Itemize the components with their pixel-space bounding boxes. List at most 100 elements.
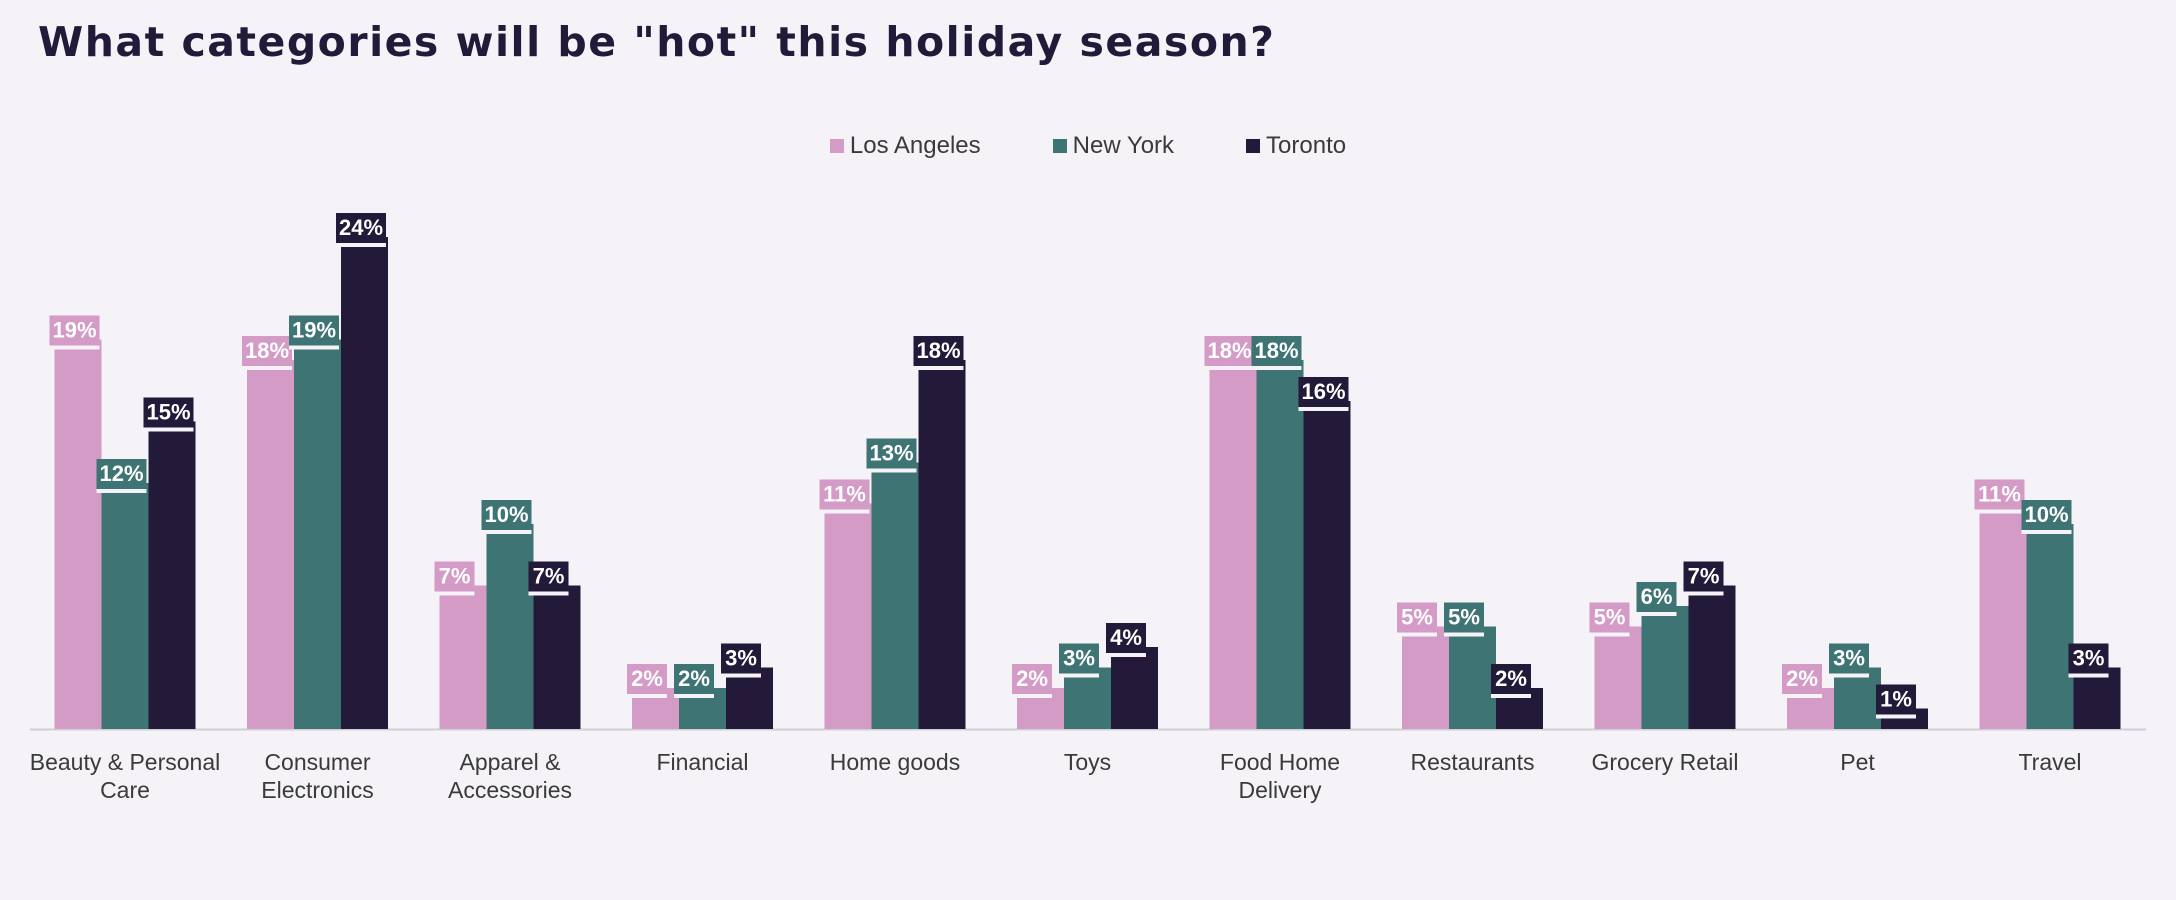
legend-item-new-york: New York <box>1052 132 1175 160</box>
data-label-toronto-toys: 4% <box>1110 625 1142 650</box>
category-label-line-beauty-personal-care-0: Beauty & Personal <box>30 749 221 775</box>
data-label-gap-los-angeles-financial <box>627 694 667 698</box>
data-label-los-angeles-financial: 2% <box>631 666 663 691</box>
data-label-toronto-consumer-electronics: 24% <box>339 215 383 240</box>
legend-label-toronto: Toronto <box>1266 132 1347 159</box>
legend: Los Angeles New York Toronto <box>0 132 2176 160</box>
category-label-pet: Pet <box>1840 749 1875 775</box>
data-label-bg-los-angeles-financial <box>627 664 667 694</box>
legend-item-los-angeles: Los Angeles <box>829 132 981 160</box>
data-label-gap-new-york-toys <box>1059 673 1099 678</box>
data-label-los-angeles-pet: 2% <box>1786 666 1818 691</box>
data-label-los-angeles-grocery-retail: 5% <box>1594 605 1626 630</box>
data-label-new-york-pet: 3% <box>1833 646 1865 671</box>
data-label-bg-new-york-food-home-delivery <box>1251 336 1302 366</box>
data-label-toronto-apparel-accessories: 7% <box>533 564 565 589</box>
data-label-new-york-toys: 3% <box>1063 646 1095 671</box>
data-label-bg-los-angeles-grocery-retail <box>1589 602 1630 633</box>
data-label-gap-toronto-consumer-electronics <box>336 243 386 247</box>
legend-swatch-toronto <box>1246 139 1261 153</box>
data-label-bg-new-york-travel <box>2021 500 2072 530</box>
bar-los-angeles-apparel-accessories <box>439 585 487 729</box>
data-label-new-york-restaurants: 5% <box>1448 605 1480 630</box>
data-label-gap-toronto-grocery-retail <box>1683 591 1724 596</box>
data-label-toronto-financial: 3% <box>725 646 757 671</box>
bar-toronto-grocery-retail <box>1688 585 1736 729</box>
data-label-gap-new-york-restaurants <box>1444 632 1484 637</box>
bar-toronto-financial <box>726 667 773 729</box>
data-label-gap-new-york-beauty-personal-care <box>96 489 147 493</box>
data-label-gap-toronto-home-goods <box>913 366 964 370</box>
data-label-los-angeles-travel: 11% <box>1978 482 2021 507</box>
data-label-bg-toronto-beauty-personal-care <box>143 397 194 428</box>
data-label-bg-toronto-toys <box>1106 623 1146 653</box>
data-label-toronto-beauty-personal-care: 15% <box>146 400 190 425</box>
bar-los-angeles-home-goods <box>824 503 872 729</box>
data-label-bg-new-york-financial <box>674 664 714 694</box>
data-label-toronto-home-goods: 18% <box>916 338 960 363</box>
bar-los-angeles-travel <box>1979 503 2027 729</box>
category-label-food-home-delivery: Food Home Delivery <box>1220 749 1340 803</box>
data-label-los-angeles-beauty-personal-care: 19% <box>52 318 96 343</box>
data-label-bg-toronto-grocery-retail <box>1683 561 1724 592</box>
data-label-bg-toronto-pet <box>1876 684 1916 715</box>
data-label-bg-los-angeles-restaurants <box>1397 602 1437 633</box>
chart-title: What categories will be "hot" this holid… <box>38 18 1276 66</box>
bar-new-york-home-goods <box>871 462 919 729</box>
bar-new-york-grocery-retail <box>1641 606 1689 729</box>
legend-label-new-york: New York <box>1072 132 1175 159</box>
data-label-bg-toronto-restaurants <box>1491 664 1531 694</box>
data-label-toronto-restaurants: 2% <box>1495 666 1527 691</box>
data-label-bg-new-york-grocery-retail <box>1636 582 1677 612</box>
category-label-line-grocery-retail-0: Grocery Retail <box>1592 749 1739 775</box>
category-label-line-apparel-accessories-0: Apparel & <box>459 749 560 775</box>
bar-toronto-home-goods <box>918 360 966 729</box>
data-label-bg-toronto-travel <box>2068 643 2109 674</box>
bar-los-angeles-consumer-electronics <box>247 360 294 729</box>
data-label-bg-los-angeles-travel <box>1974 479 2025 510</box>
data-label-gap-toronto-restaurants <box>1491 694 1531 698</box>
data-label-bg-toronto-food-home-delivery <box>1298 377 1349 407</box>
bar-toronto-beauty-personal-care <box>148 421 196 729</box>
data-label-gap-toronto-toys <box>1106 653 1146 657</box>
category-label-home-goods: Home goods <box>830 749 960 775</box>
category-label-line-consumer-electronics-1: Electronics <box>261 777 373 803</box>
data-label-gap-los-angeles-apparel-accessories <box>434 591 475 596</box>
category-label-line-consumer-electronics-0: Consumer <box>264 749 370 775</box>
data-label-los-angeles-toys: 2% <box>1016 666 1048 691</box>
data-label-bg-new-york-beauty-personal-care <box>96 459 147 489</box>
bar-los-angeles-grocery-retail <box>1594 626 1642 729</box>
bar-new-york-consumer-electronics <box>294 339 341 729</box>
data-label-gap-los-angeles-grocery-retail <box>1589 632 1630 637</box>
category-label-line-home-goods-0: Home goods <box>830 749 960 775</box>
data-label-new-york-grocery-retail: 6% <box>1641 584 1673 609</box>
legend-swatch-new-york <box>1052 139 1067 153</box>
bar-toronto-travel <box>2073 667 2121 729</box>
category-label-travel: Travel <box>2018 749 2081 775</box>
category-label-restaurants: Restaurants <box>1410 749 1534 775</box>
data-label-bg-los-angeles-toys <box>1012 664 1052 694</box>
category-label-financial: Financial <box>656 749 748 775</box>
data-label-bg-new-york-pet <box>1829 643 1869 674</box>
category-label-consumer-electronics: Consumer Electronics <box>261 749 373 803</box>
data-label-new-york-beauty-personal-care: 12% <box>99 461 143 486</box>
category-label-line-toys-0: Toys <box>1064 749 1111 775</box>
category-label-line-travel-0: Travel <box>2018 749 2081 775</box>
data-label-new-york-financial: 2% <box>678 666 710 691</box>
data-label-gap-new-york-food-home-delivery <box>1251 366 1302 370</box>
data-label-toronto-food-home-delivery: 16% <box>1301 379 1345 404</box>
category-label-line-restaurants-0: Restaurants <box>1410 749 1534 775</box>
data-label-gap-toronto-food-home-delivery <box>1298 407 1349 411</box>
data-label-bg-los-angeles-home-goods <box>819 479 870 510</box>
data-label-gap-los-angeles-restaurants <box>1397 632 1437 637</box>
bar-new-york-beauty-personal-care <box>101 483 149 729</box>
data-label-gap-new-york-financial <box>674 694 714 698</box>
data-label-bg-toronto-financial <box>721 643 761 674</box>
data-label-toronto-grocery-retail: 7% <box>1688 564 1720 589</box>
bar-new-york-food-home-delivery <box>1256 360 1304 729</box>
data-label-gap-los-angeles-travel <box>1974 509 2025 514</box>
data-label-bg-toronto-home-goods <box>913 336 964 366</box>
data-label-los-angeles-food-home-delivery: 18% <box>1207 338 1251 363</box>
data-label-new-york-food-home-delivery: 18% <box>1254 338 1298 363</box>
data-label-toronto-pet: 1% <box>1880 687 1912 712</box>
